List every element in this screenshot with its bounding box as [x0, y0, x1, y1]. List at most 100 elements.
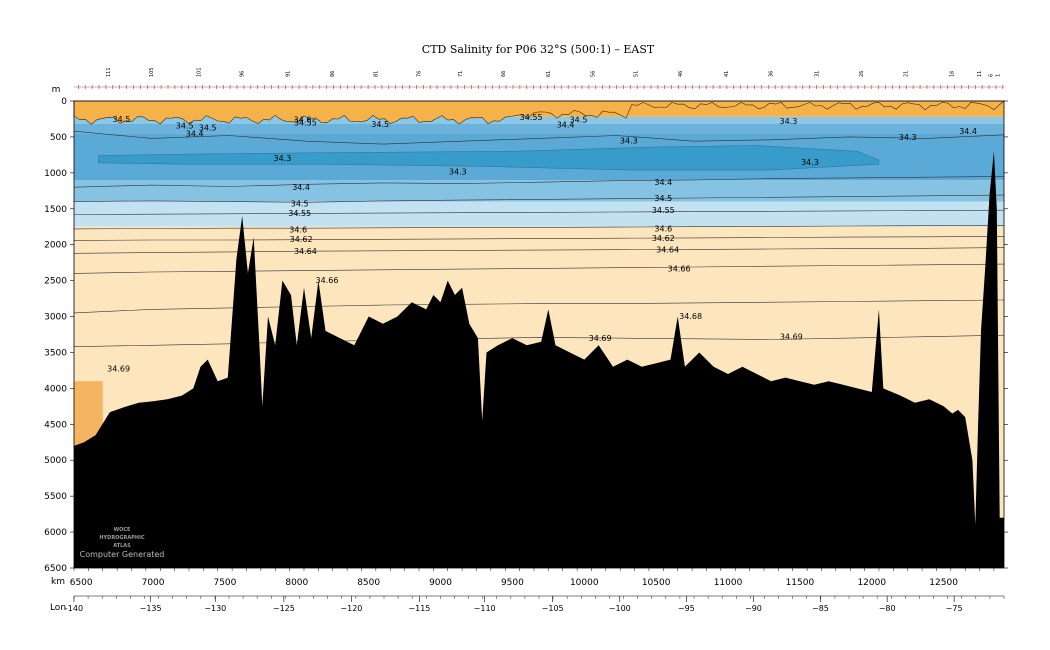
station-label: 11 [977, 71, 983, 77]
depth-tick-label: 0 [61, 97, 67, 107]
station-label: 71 [458, 71, 464, 77]
salinity-band [74, 116, 1004, 124]
contour-label: 34.55 [652, 206, 675, 215]
contour-label: 34.5 [291, 200, 309, 209]
contour-label: 34.4 [557, 121, 575, 130]
station-label: 86 [330, 71, 336, 77]
station-label: 81 [373, 71, 379, 77]
depth-tick-label: 3000 [44, 313, 67, 323]
station-label: 41 [724, 71, 730, 77]
station-label: 51 [634, 71, 640, 77]
watermark-line-3: ATLAS [113, 543, 131, 549]
distance-tick-label: 7000 [142, 578, 165, 588]
station-label: 76 [416, 71, 422, 77]
station-label: 101 [197, 67, 203, 77]
distance-unit-label: km [51, 577, 65, 587]
contour-label: 34.62 [652, 234, 675, 243]
contour-label: 34.3 [620, 137, 638, 146]
depth-tick-label: 4500 [44, 420, 67, 430]
station-labels: 111 105 101 96 91 86 81 76 71 66 61 56 51 46 41 36 31 26 2… [74, 67, 1004, 89]
salinity-band [74, 123, 1004, 134]
contour-label: 34.62 [290, 235, 313, 244]
depth-axis: 0 500 1000 1500 2000 2500 3000 3500 4000 4500 5000… [44, 97, 1008, 574]
longitude-tick-label: −110 [474, 604, 496, 613]
watermark-note: Computer Generated [80, 550, 165, 559]
station-label: 1 [996, 74, 1002, 77]
longitude-tick-label: −75 [946, 604, 963, 613]
longitude-tick-label: −105 [542, 604, 564, 613]
depth-tick-label: 1000 [44, 169, 67, 179]
distance-tick-label: 12000 [857, 578, 886, 588]
contour-label: 34.69 [107, 364, 130, 373]
contour-label: 34.4 [292, 183, 310, 192]
depth-tick-label: 500 [50, 133, 67, 143]
contour-label: 34.3 [449, 167, 467, 176]
isohaline-line [73, 299, 1005, 314]
station-label: 105 [149, 67, 155, 77]
contour-label: 34.55 [520, 113, 543, 122]
longitude-tick-label: -140 [65, 604, 83, 613]
contour-label: 34.64 [656, 246, 679, 255]
distance-tick-label: 12500 [929, 578, 958, 588]
salinity-core [98, 145, 880, 171]
station-label: 66 [501, 71, 507, 77]
isohaline-line [73, 209, 1005, 215]
station-label: 26 [859, 71, 865, 77]
isohaline-line [73, 263, 1005, 274]
contour-label: 34.5 [199, 124, 217, 133]
woce-watermark: WOCE HYDROGRAPHIC ATLAS Computer Generat… [80, 527, 165, 559]
depth-tick-label: 1500 [44, 205, 67, 215]
contour-label: 34.5 [371, 120, 389, 129]
contour-label: 34.5 [570, 116, 588, 125]
distance-tick-label: 11000 [714, 578, 743, 588]
salinity-band [74, 180, 1004, 202]
distance-tick-label: 6500 [70, 578, 93, 588]
station-label: 61 [546, 71, 552, 77]
contour-label: 34.6 [294, 116, 312, 125]
contour-label: 34.55 [288, 209, 311, 218]
depth-tick-label: 3500 [44, 348, 67, 358]
contour-label: 34.6 [289, 226, 307, 235]
contour-label: 34.6 [654, 225, 672, 234]
distance-tick-label: 10000 [570, 578, 599, 588]
contour-labels: 34.534.5 34.534.434.634.55 34.534.55 34.534… [107, 113, 977, 373]
distance-axis: 6500 7000 7500 8000 8500 9000 9500 10000 10500 11… [70, 568, 995, 588]
contour-label: 34.4 [959, 127, 977, 136]
depth-tick-label: 5500 [44, 492, 67, 502]
depth-tick-label: 6500 [44, 564, 67, 574]
station-label: 16 [950, 71, 956, 77]
isohaline-line [73, 130, 1005, 145]
longitude-tick-label: −120 [340, 604, 362, 613]
isohaline-line [73, 236, 1005, 241]
plot-area: 34.534.5 34.534.434.634.55 34.534.55 34.534… [73, 100, 1005, 569]
distance-tick-label: 8000 [285, 578, 308, 588]
station-label: 111 [106, 67, 112, 77]
longitude-tick-label: −90 [745, 604, 762, 613]
contour-label: 34.55 [294, 119, 317, 128]
plot-frame [73, 100, 1005, 569]
contour-label: 34.69 [780, 333, 803, 342]
contour-label: 34.5 [176, 121, 194, 130]
longitude-tick-label: −85 [812, 604, 829, 613]
depth-tick-label: 2000 [44, 241, 67, 251]
longitude-tick-label: −95 [678, 604, 695, 613]
longitude-tick-label: −135 [140, 604, 162, 613]
distance-tick-label: 10500 [642, 578, 671, 588]
longitude-tick-label: −125 [273, 604, 295, 613]
station-label: 96 [240, 71, 246, 77]
longitude-tick-label: −130 [204, 604, 226, 613]
longitude-tick-label: −80 [879, 604, 896, 613]
depth-unit-label: m [52, 85, 61, 95]
isohaline-line [73, 247, 1005, 254]
contour-label: 34.4 [186, 129, 204, 138]
distance-tick-label: 11500 [786, 578, 815, 588]
contour-label: 34.66 [316, 276, 339, 285]
contour-label: 34.3 [779, 117, 797, 126]
longitude-axis: -140 −135 −130 −125 −120 −115 −110 −105 −100 −95 −… [65, 595, 1005, 613]
longitude-label: Lon [50, 603, 66, 613]
contour-label: 34.3 [273, 154, 291, 163]
distance-tick-label: 7500 [213, 578, 236, 588]
contour-label: 34.3 [899, 133, 917, 142]
distance-tick-label: 8500 [357, 578, 380, 588]
